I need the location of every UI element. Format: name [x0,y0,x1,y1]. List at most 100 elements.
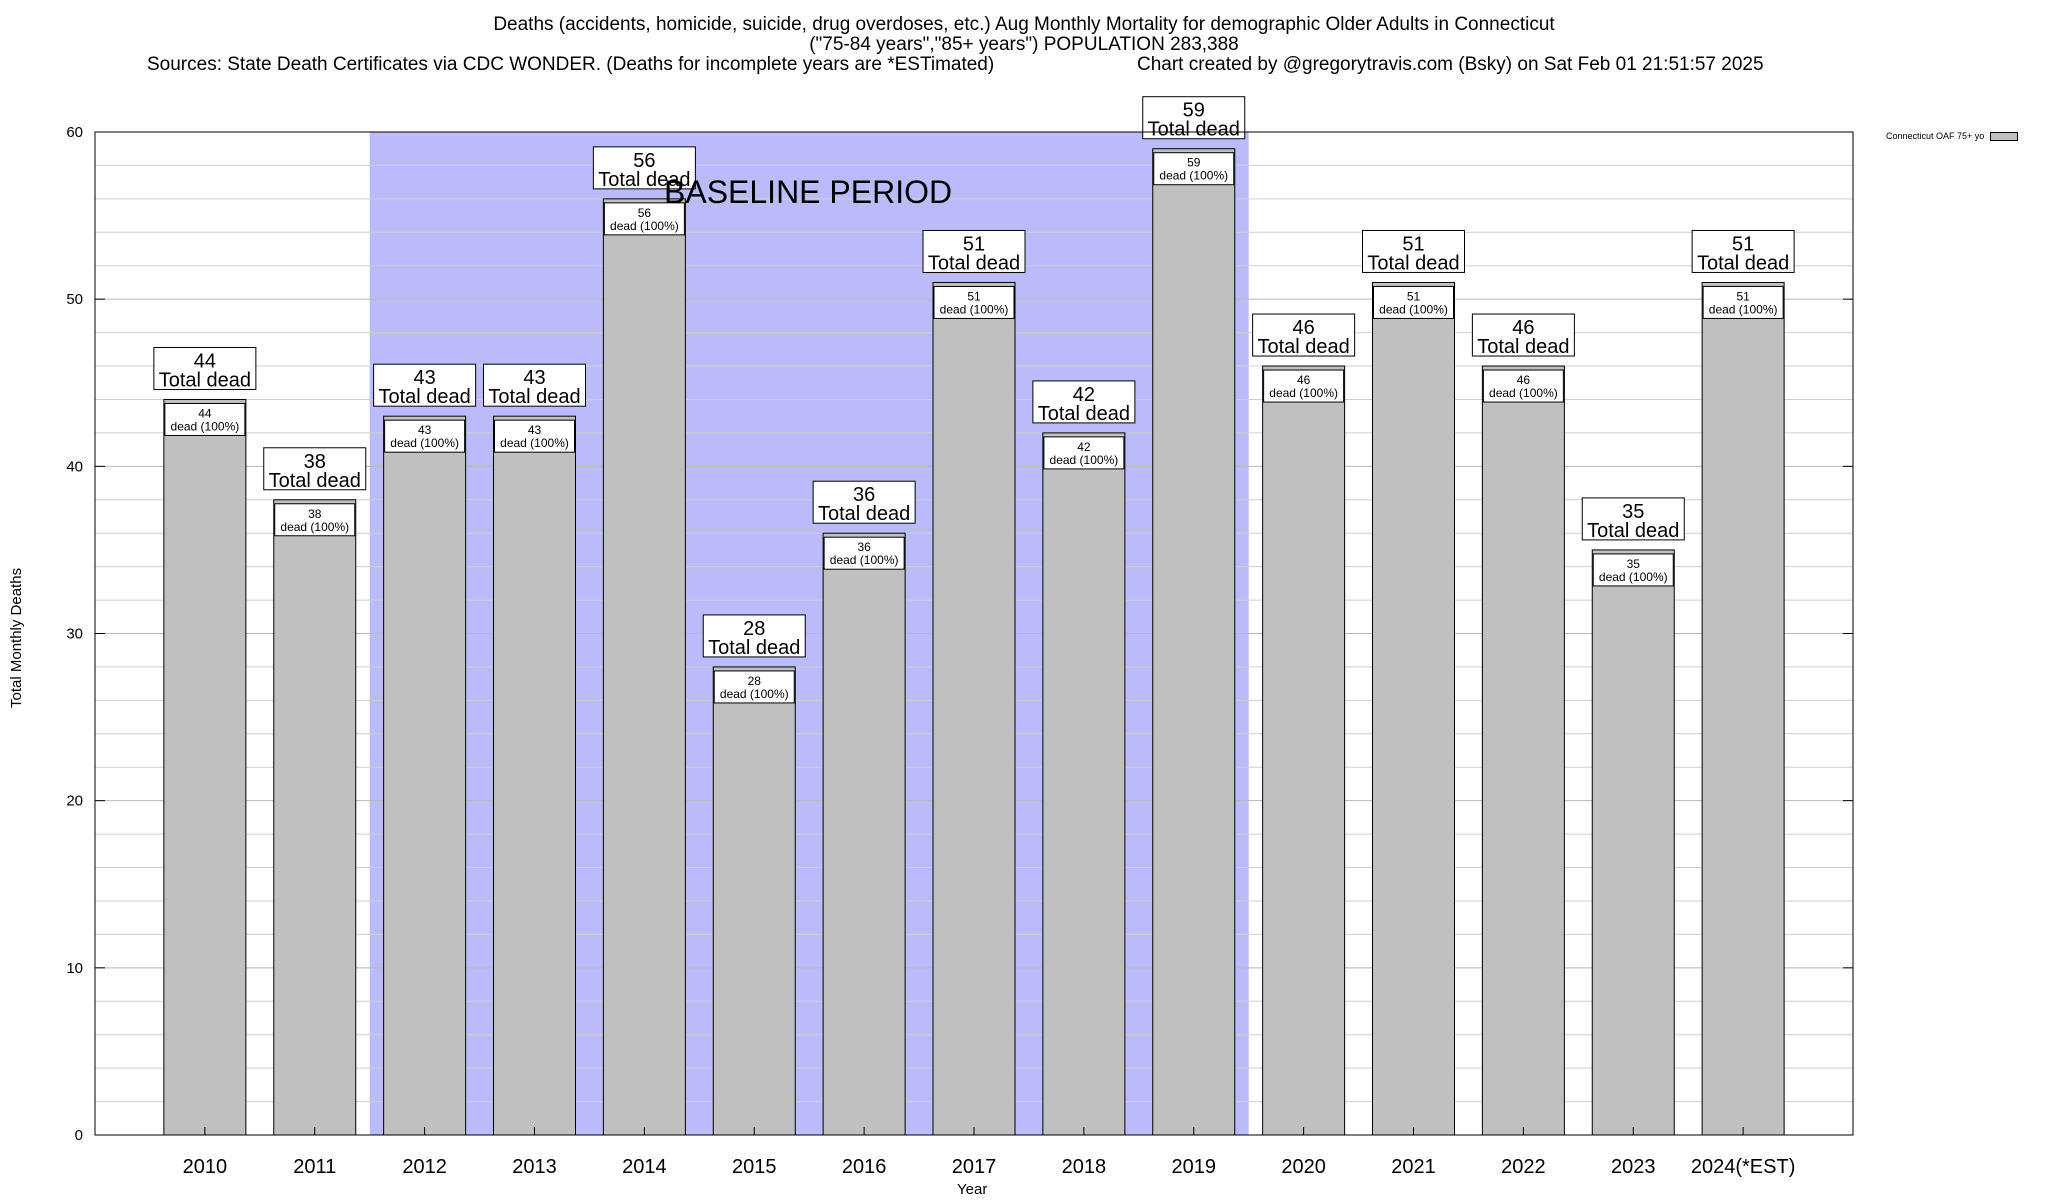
bar-inner-caption: dead (100%) [940,302,1009,316]
bar-inner-value: 56 [638,206,652,220]
bar [163,398,247,1136]
bar-top-value: 28 [743,618,765,640]
x-tick-label: 2013 [512,1156,557,1178]
bar-top-caption: Total dead [598,169,690,191]
x-tick-label: 2016 [842,1156,887,1178]
bar-inner-caption: dead (100%) [280,520,349,534]
x-tick-label: 2020 [1281,1156,1326,1178]
x-tick-label: 2023 [1611,1156,1656,1178]
y-axis-label: Total Monthly Deaths [8,567,25,708]
bar-top-caption: Total dead [708,637,800,659]
bar-top-label-box [922,229,1026,273]
bar-top-value: 56 [633,150,655,172]
bar-top-caption: Total dead [1038,403,1130,425]
bar [1152,148,1236,1136]
bar-top-caption: Total dead [1587,520,1679,542]
bar-top-label-box [483,363,586,407]
bar-top-caption: Total dead [488,386,580,408]
bar-inner-value: 46 [1517,373,1531,387]
bar-inner-label-box [1043,436,1125,470]
bar-inner-label-box [1263,369,1345,403]
bar [822,532,906,1136]
bar-top-label-box [1471,313,1575,357]
bar-top-caption: Total dead [1477,336,1569,358]
bar-top-value: 43 [414,367,436,389]
bar [1372,281,1455,1136]
legend: Connecticut OAF 75+ yo [1886,131,2019,142]
baseline-period-label: BASELINE PERIOD [664,174,953,210]
bar-inner-value: 42 [1077,440,1091,454]
y-tick-label: 0 [75,1127,83,1144]
bar-inner-value: 38 [308,507,322,521]
x-tick-label: 2019 [1172,1156,1217,1178]
x-tick-label: 2022 [1501,1156,1546,1178]
bar-top-label-box [1691,229,1795,273]
bar-inner-label-box [494,419,575,453]
x-tick-label: 2018 [1062,1156,1107,1178]
bar-inner-value: 28 [748,674,762,688]
bar-top-caption: Total dead [269,470,361,492]
bar-inner-label-box [603,202,685,236]
y-tick-label: 40 [66,458,83,475]
bar-inner-label-box [274,503,356,537]
bar-top-value: 44 [194,350,216,372]
bar-inner-caption: dead (100%) [610,219,679,233]
bar-inner-label-box [1373,285,1454,319]
y-tick-label: 30 [66,626,83,643]
bar-top-label-box [812,480,916,524]
bar-top-value: 59 [1183,100,1205,122]
bar-inner-value: 44 [198,406,212,420]
bar-top-label-box [263,447,367,491]
bar-inner-value: 51 [1736,289,1750,303]
x-tick-label: 2010 [183,1156,228,1178]
bar [1591,549,1675,1136]
bar-top-label-box [153,346,257,390]
bar-top-value: 42 [1073,384,1095,406]
bar-inner-caption: dead (100%) [1269,386,1338,400]
bar-top-caption: Total dead [1148,119,1240,141]
bar-top-label-box [373,363,477,407]
bar-inner-label-box [1482,369,1564,403]
y-tick-label: 50 [66,291,83,308]
bar [273,499,357,1136]
bar-inner-value: 35 [1627,557,1641,571]
legend-series-label: Connecticut OAF 75+ yo [1886,131,1985,141]
bar-top-caption: Total dead [928,252,1020,274]
bar [1701,281,1785,1136]
bar-inner-caption: dead (100%) [1709,302,1778,316]
bar-inner-value: 51 [1407,289,1421,303]
chart-credit: Chart created by @gregorytravis.com (Bsk… [1137,54,1764,75]
chart-title: Deaths (accidents, homicide, suicide, dr… [493,14,1555,35]
bar-top-caption: Total dead [1697,252,1789,274]
bar-top-label-box [1032,380,1136,424]
bar [1481,365,1565,1136]
bar-top-value: 51 [1402,233,1424,255]
bar-inner-label-box [713,670,795,704]
bar-top-caption: Total dead [159,369,251,391]
x-tick-label: 2014 [622,1156,667,1178]
bar-inner-label-box [164,402,246,436]
bar-inner-label-box [933,285,1015,319]
bar-inner-value: 51 [967,289,981,303]
bar-top-value: 36 [853,484,875,506]
bar-inner-value: 59 [1187,156,1201,170]
bar-top-label-box [1581,497,1685,541]
y-tick-label: 60 [66,124,83,141]
y-tick-label: 20 [66,793,83,810]
x-tick-label: 2012 [402,1156,447,1178]
bar-inner-label-box [1702,285,1784,319]
x-tick-label: 2021 [1391,1156,1436,1178]
x-tick-label: 2017 [952,1156,997,1178]
bar-inner-caption: dead (100%) [1159,169,1228,183]
bar [602,198,686,1136]
bar-top-value: 46 [1512,317,1534,339]
bar-top-label-box [1362,229,1465,273]
bar [493,415,576,1136]
bar [712,666,796,1136]
bar-inner-caption: dead (100%) [1379,302,1448,316]
bar-top-value: 35 [1622,501,1644,523]
x-tick-label: 2011 [293,1156,336,1178]
bar-top-caption: Total dead [1367,252,1459,274]
bar-top-label-box [702,614,806,658]
